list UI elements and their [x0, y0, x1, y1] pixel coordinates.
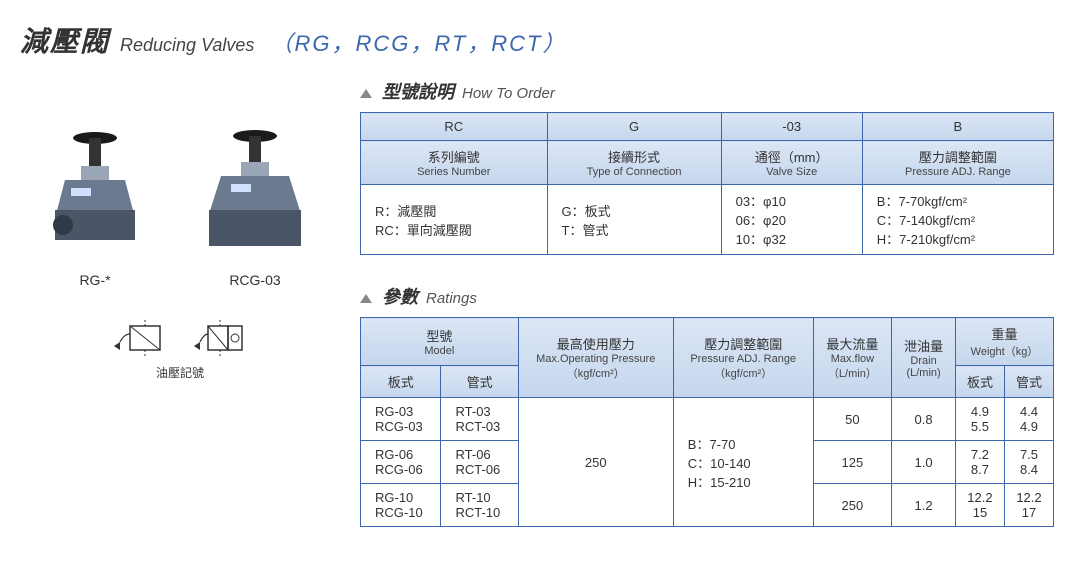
h-pipe: 管式 — [441, 366, 518, 398]
hto-code-1: G — [547, 113, 721, 141]
title-models: （RG，RCG，RT，RCT） — [270, 26, 566, 58]
hto-label-2: 通徑（mm）Valve Size — [721, 141, 862, 185]
h-weight: 重量Weight（kg） — [955, 318, 1053, 366]
schematic-label: 油壓記號 — [20, 364, 340, 381]
ratings-title: 參數 Ratings — [360, 283, 1054, 309]
triangle-icon — [360, 89, 372, 98]
left-column: RG-* RCG-03 — [20, 78, 340, 555]
hto-label-0: 系列編號Series Number — [361, 141, 548, 185]
hto-val-2: 03：φ10 06：φ20 10：φ32 — [721, 185, 862, 255]
valve-rcg-image — [185, 118, 325, 268]
hto-label-1: 接續形式Type of Connection — [547, 141, 721, 185]
r1-pipe: RT-06 RCT-06 — [441, 441, 518, 484]
r2-wpipe: 12.2 17 — [1004, 484, 1053, 527]
right-column: 型號說明 How To Order RC G -03 B 系列編號Series … — [360, 78, 1054, 555]
r1-wplate: 7.2 8.7 — [955, 441, 1004, 484]
h-flow: 最大流量Max.flow（L/min） — [813, 318, 892, 398]
r1-wpipe: 7.5 8.4 — [1004, 441, 1053, 484]
maxop-val: 250 — [518, 398, 673, 527]
h-model: 型號Model — [361, 318, 519, 366]
hto-code-2: -03 — [721, 113, 862, 141]
hto-value-row: R：減壓閥 RC：單向減壓閥 G：板式 T：管式 03：φ10 06：φ20 1… — [361, 185, 1054, 255]
title-en: Reducing Valves — [120, 35, 254, 56]
ratings-zh: 參數 — [382, 283, 418, 309]
r1-plate: RG-06 RCG-06 — [361, 441, 441, 484]
r0-plate: RG-03 RCG-03 — [361, 398, 441, 441]
h-wplate: 板式 — [955, 366, 1004, 398]
r0-wplate: 4.9 5.5 — [955, 398, 1004, 441]
schematic-2 — [190, 318, 250, 358]
r2-wplate: 12.2 15 — [955, 484, 1004, 527]
hto-val-3: B：7-70kgf/cm² C：7-140kgf/cm² H：7-210kgf/… — [862, 185, 1053, 255]
valve-rg-image — [25, 118, 165, 268]
hto-val-0: R：減壓閥 RC：單向減壓閥 — [361, 185, 548, 255]
valve-2: RCG-03 — [180, 118, 330, 288]
hto-en: How To Order — [462, 85, 555, 102]
hto-code-row: RC G -03 B — [361, 113, 1054, 141]
hto-code-3: B — [862, 113, 1053, 141]
r0-pipe: RT-03 RCT-03 — [441, 398, 518, 441]
r2-drain: 1.2 — [892, 484, 956, 527]
r2-plate: RG-10 RCG-10 — [361, 484, 441, 527]
schematic-1 — [110, 318, 170, 358]
h-plate: 板式 — [361, 366, 441, 398]
h-drain: 泄油量Drain(L/min) — [892, 318, 956, 398]
r0-flow: 50 — [813, 398, 892, 441]
h-padj: 壓力調整範圍Pressure ADJ. Range（kgf/cm²） — [673, 318, 813, 398]
valve-2-label: RCG-03 — [229, 272, 280, 288]
schematics-row — [20, 318, 340, 358]
ratings-header-1: 型號Model 最高使用壓力Max.Operating Pressure（kgf… — [361, 318, 1054, 366]
hto-code-0: RC — [361, 113, 548, 141]
hto-val-1: G：板式 T：管式 — [547, 185, 721, 255]
triangle-icon — [360, 294, 372, 303]
table-row: RG-03 RCG-03 RT-03 RCT-03 250 B：7-70 C：1… — [361, 398, 1054, 441]
padj-val: B：7-70 C：10-140 H：15-210 — [673, 398, 813, 527]
valve-1: RG-* — [20, 118, 170, 288]
h-maxop: 最高使用壓力Max.Operating Pressure（kgf/cm²） — [518, 318, 673, 398]
title-zh: 減壓閥 — [20, 20, 110, 60]
ratings-en: Ratings — [426, 290, 477, 307]
how-to-order-table: RC G -03 B 系列編號Series Number 接續形式Type of… — [360, 112, 1054, 255]
r0-wpipe: 4.4 4.9 — [1004, 398, 1053, 441]
r1-drain: 1.0 — [892, 441, 956, 484]
hto-zh: 型號說明 — [382, 78, 454, 104]
r2-flow: 250 — [813, 484, 892, 527]
hto-label-3: 壓力調整範圍Pressure ADJ. Range — [862, 141, 1053, 185]
r1-flow: 125 — [813, 441, 892, 484]
how-to-order-title: 型號說明 How To Order — [360, 78, 1054, 104]
page-header: 減壓閥 Reducing Valves （RG，RCG，RT，RCT） — [20, 20, 1054, 60]
ratings-table: 型號Model 最高使用壓力Max.Operating Pressure（kgf… — [360, 317, 1054, 527]
r0-drain: 0.8 — [892, 398, 956, 441]
valve-1-label: RG-* — [79, 272, 110, 288]
h-wpipe: 管式 — [1004, 366, 1053, 398]
hto-label-row: 系列編號Series Number 接續形式Type of Connection… — [361, 141, 1054, 185]
r2-pipe: RT-10 RCT-10 — [441, 484, 518, 527]
